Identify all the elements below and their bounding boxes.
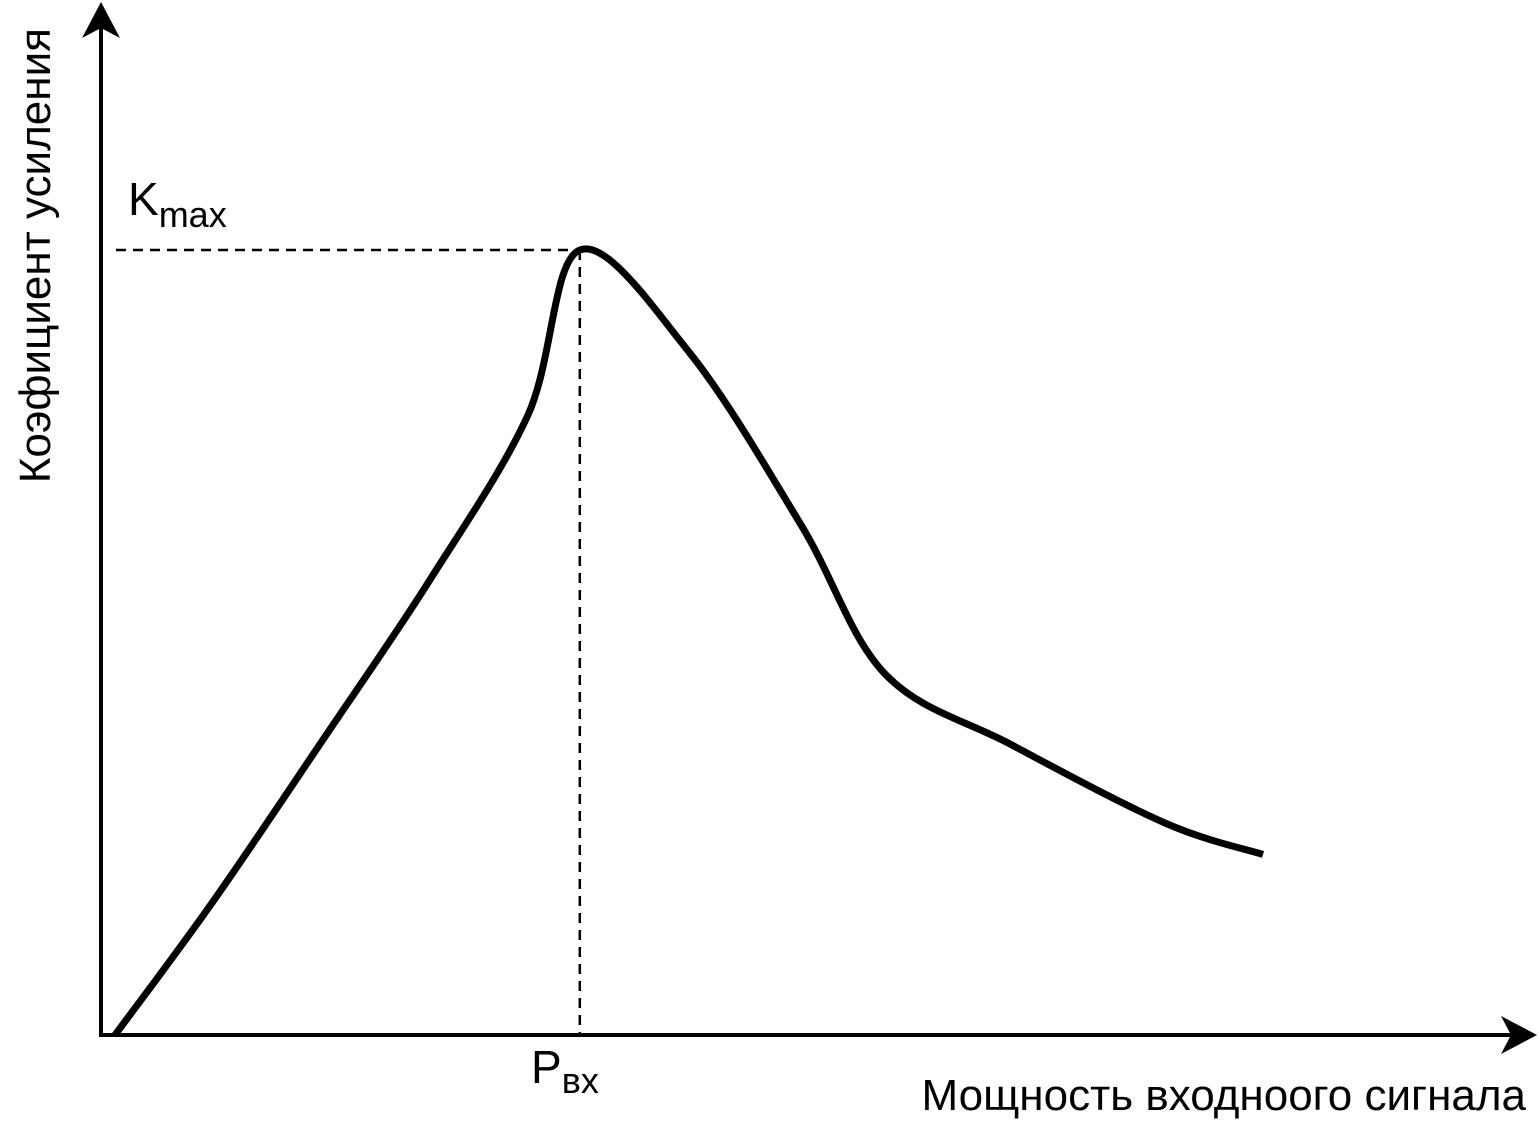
y-axis-arrow-icon (82, 2, 120, 38)
pvx-label-main: P (531, 1041, 562, 1093)
kmax-label: Kmax (128, 173, 227, 235)
pvx-label: Pвх (531, 1041, 599, 1101)
curve-points (112, 247, 1266, 1038)
pvx-label-sub: вх (562, 1060, 599, 1101)
x-axis-arrow-icon (1501, 1016, 1537, 1054)
gain-curve-line (112, 245, 1265, 1038)
kmax-label-sub: max (159, 194, 227, 235)
kmax-label-main: K (128, 173, 159, 225)
x-axis-label: Мощность входноого сигнала (921, 1071, 1526, 1120)
y-axis-label: Коэфициент усиления (11, 28, 60, 483)
